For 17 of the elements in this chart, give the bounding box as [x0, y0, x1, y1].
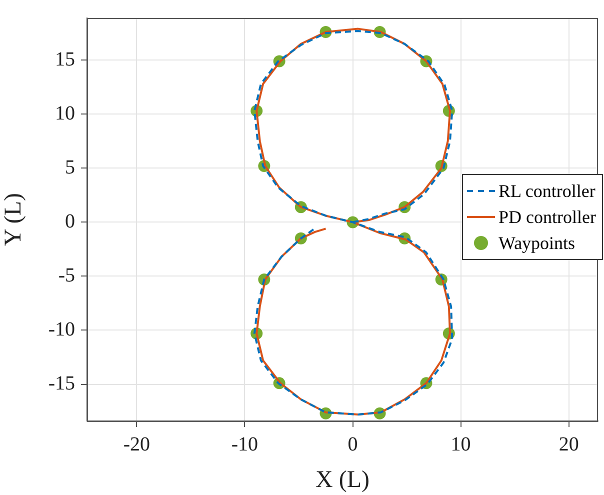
y-tick-label: -5	[58, 264, 75, 286]
x-tick-label: -20	[123, 433, 150, 456]
y-axis-title: Y (L)	[0, 192, 27, 246]
x-axis-title: X (L)	[316, 466, 370, 493]
legend-label: RL controller	[498, 180, 596, 203]
y-tick-label: -10	[48, 318, 75, 340]
legend-label: PD controller	[498, 206, 596, 229]
y-tick-label: 15	[55, 48, 75, 70]
y-tick-label: 5	[65, 156, 75, 178]
y-tick-label: 10	[55, 102, 75, 124]
y-tick-label: -15	[48, 372, 75, 395]
legend-label: Waypoints	[498, 232, 576, 255]
y-tick-label: 0	[65, 210, 75, 232]
x-tick-label: 0	[348, 433, 358, 456]
x-tick-label: 20	[558, 433, 579, 456]
x-tick-label: -10	[231, 433, 258, 456]
x-tick-label: 10	[450, 433, 471, 456]
